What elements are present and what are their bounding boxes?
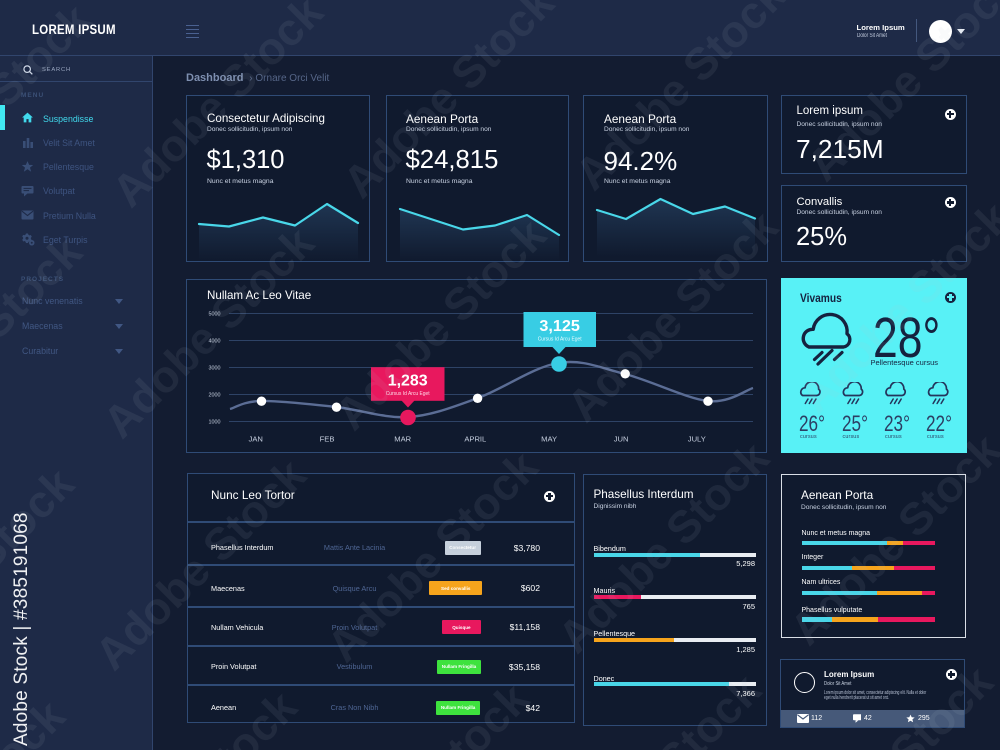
svg-text:3,125: 3,125 <box>539 318 580 335</box>
svg-text:1,283: 1,283 <box>388 373 428 390</box>
svg-text:5000: 5000 <box>209 312 221 318</box>
svg-text:3000: 3000 <box>209 366 221 372</box>
svg-text:JULY: JULY <box>688 435 706 444</box>
svg-text:MAY: MAY <box>541 435 557 444</box>
svg-text:Cursus Id Arcu Eget: Cursus Id Arcu Eget <box>386 391 431 397</box>
svg-text:JAN: JAN <box>249 435 263 444</box>
svg-text:APRIL: APRIL <box>464 435 486 444</box>
svg-text:Cursus Id Arcu Eget: Cursus Id Arcu Eget <box>538 337 583 343</box>
svg-text:FEB: FEB <box>320 435 335 444</box>
svg-text:JUN: JUN <box>614 435 629 444</box>
svg-text:1000: 1000 <box>209 420 221 426</box>
svg-text:2000: 2000 <box>209 393 221 399</box>
svg-text:4000: 4000 <box>209 339 221 345</box>
svg-text:MAR: MAR <box>394 435 411 444</box>
